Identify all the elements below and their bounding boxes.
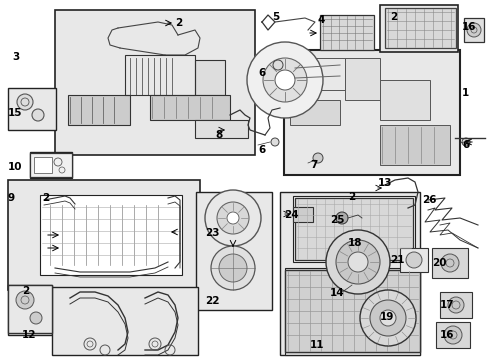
Bar bbox=[52, 287, 198, 355]
Circle shape bbox=[461, 138, 469, 146]
Text: 20: 20 bbox=[431, 258, 446, 268]
Bar bbox=[399, 248, 427, 272]
Text: 7: 7 bbox=[309, 160, 317, 170]
Text: 5: 5 bbox=[271, 12, 279, 22]
Circle shape bbox=[204, 190, 261, 246]
Text: 15: 15 bbox=[8, 108, 22, 118]
Bar bbox=[8, 88, 56, 130]
Circle shape bbox=[263, 58, 306, 102]
Text: 3: 3 bbox=[12, 52, 19, 62]
Bar bbox=[8, 285, 52, 333]
Bar bbox=[196, 192, 271, 310]
Circle shape bbox=[17, 94, 33, 110]
Circle shape bbox=[219, 254, 246, 282]
Text: 2: 2 bbox=[347, 192, 354, 202]
Text: 22: 22 bbox=[204, 296, 219, 306]
Circle shape bbox=[443, 326, 461, 344]
Circle shape bbox=[272, 60, 283, 70]
Circle shape bbox=[32, 109, 44, 121]
Circle shape bbox=[274, 70, 294, 90]
Bar bbox=[280, 192, 419, 355]
Bar bbox=[292, 207, 312, 222]
Circle shape bbox=[447, 297, 463, 313]
Bar bbox=[55, 10, 254, 155]
Bar bbox=[8, 180, 200, 290]
Bar bbox=[150, 95, 229, 120]
Circle shape bbox=[369, 300, 405, 336]
Circle shape bbox=[440, 254, 458, 272]
Text: 25: 25 bbox=[329, 215, 344, 225]
Text: 12: 12 bbox=[22, 330, 37, 340]
Bar bbox=[384, 8, 455, 48]
Bar bbox=[68, 95, 130, 125]
Bar bbox=[125, 55, 195, 95]
Text: 16: 16 bbox=[439, 330, 453, 340]
Bar bbox=[294, 198, 412, 260]
Circle shape bbox=[335, 240, 379, 284]
Circle shape bbox=[210, 246, 254, 290]
Circle shape bbox=[312, 153, 323, 163]
Text: 9: 9 bbox=[8, 193, 15, 203]
Text: 2: 2 bbox=[22, 286, 29, 296]
Circle shape bbox=[30, 312, 42, 324]
Circle shape bbox=[466, 23, 480, 37]
Circle shape bbox=[270, 138, 279, 146]
Text: 2: 2 bbox=[389, 12, 396, 22]
Text: 19: 19 bbox=[379, 312, 393, 322]
Bar bbox=[379, 80, 429, 120]
Bar bbox=[379, 5, 457, 52]
Text: 13: 13 bbox=[377, 178, 392, 188]
Bar bbox=[195, 60, 224, 95]
Bar bbox=[30, 152, 72, 178]
Text: 14: 14 bbox=[329, 288, 344, 298]
Text: 17: 17 bbox=[439, 300, 454, 310]
Bar bbox=[439, 292, 471, 318]
Text: 23: 23 bbox=[204, 228, 219, 238]
Circle shape bbox=[325, 230, 389, 294]
Text: 6: 6 bbox=[258, 145, 264, 155]
Text: 4: 4 bbox=[317, 15, 325, 25]
Circle shape bbox=[359, 290, 415, 346]
Text: 21: 21 bbox=[389, 255, 404, 265]
Bar bbox=[431, 248, 467, 278]
Text: 24: 24 bbox=[284, 210, 298, 220]
Bar bbox=[345, 58, 379, 100]
Circle shape bbox=[379, 310, 395, 326]
Text: 8: 8 bbox=[215, 130, 222, 140]
Circle shape bbox=[226, 212, 239, 224]
Bar bbox=[284, 50, 459, 175]
Text: 11: 11 bbox=[309, 340, 324, 350]
Circle shape bbox=[347, 252, 367, 272]
Bar bbox=[285, 270, 419, 352]
Circle shape bbox=[405, 252, 421, 268]
Bar bbox=[319, 15, 373, 50]
Text: 16: 16 bbox=[461, 22, 475, 32]
Circle shape bbox=[16, 291, 34, 309]
Bar bbox=[30, 153, 72, 177]
Bar bbox=[292, 196, 414, 262]
Bar bbox=[195, 120, 247, 138]
Text: 2: 2 bbox=[175, 18, 182, 28]
Circle shape bbox=[246, 42, 323, 118]
Text: 2: 2 bbox=[42, 193, 49, 203]
Circle shape bbox=[217, 202, 248, 234]
Bar bbox=[34, 157, 52, 173]
Text: 1: 1 bbox=[461, 88, 468, 98]
Bar bbox=[8, 285, 52, 335]
Bar bbox=[435, 322, 469, 348]
Text: 6: 6 bbox=[461, 140, 468, 150]
Bar bbox=[40, 195, 182, 275]
Bar bbox=[285, 268, 419, 355]
Bar bbox=[289, 100, 339, 125]
Bar bbox=[289, 58, 345, 90]
Text: 26: 26 bbox=[421, 195, 436, 205]
Circle shape bbox=[335, 212, 347, 224]
Bar bbox=[463, 18, 483, 42]
Text: 6: 6 bbox=[258, 68, 264, 78]
Text: 18: 18 bbox=[347, 238, 362, 248]
Text: 10: 10 bbox=[8, 162, 22, 172]
Bar bbox=[379, 125, 449, 165]
